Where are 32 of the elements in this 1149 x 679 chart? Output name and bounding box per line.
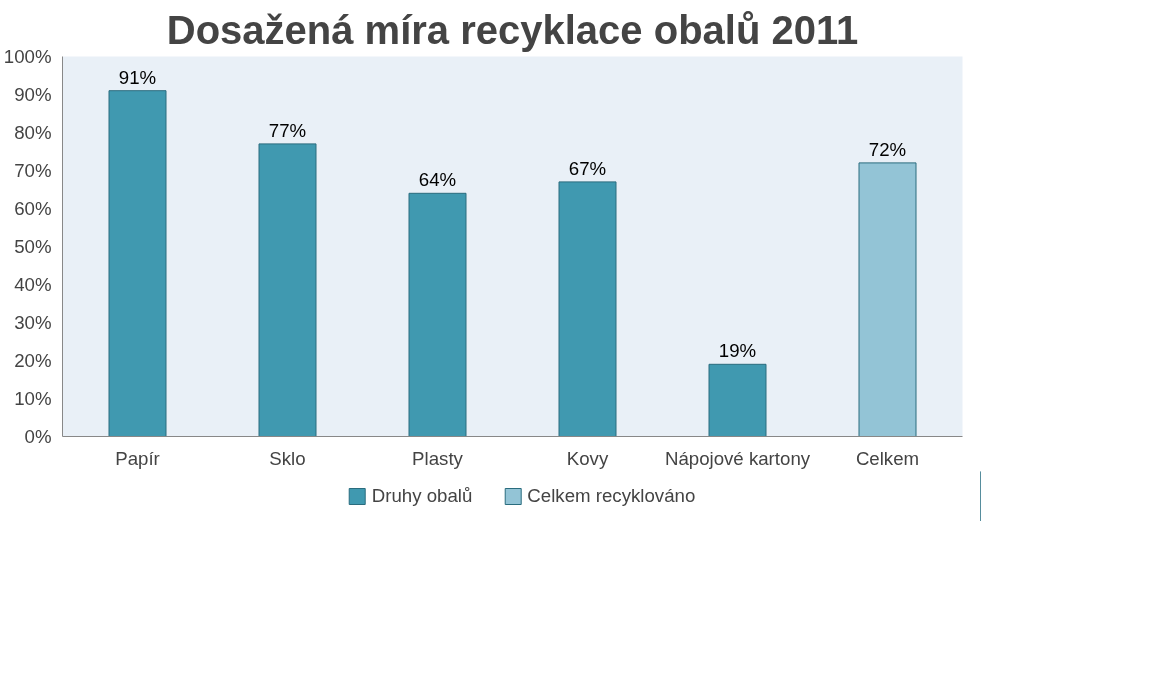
y-tick-label: 80%	[14, 122, 52, 143]
bar	[858, 162, 917, 437]
data-label: 77%	[268, 119, 307, 141]
data-label: 67%	[568, 157, 607, 179]
data-label: 72%	[868, 138, 907, 160]
y-tick-label: 70%	[14, 160, 52, 181]
chart-title: Dosažená míra recyklace obalů 2011	[166, 7, 859, 52]
x-tick-label: Sklo	[269, 447, 306, 469]
x-tick-label: Kovy	[566, 447, 609, 469]
legend-label: Celkem recyklováno	[527, 485, 696, 507]
y-tick-label: 10%	[14, 388, 52, 409]
y-tick-label: 30%	[14, 312, 52, 333]
y-tick-label: 20%	[14, 350, 52, 371]
x-tick-label: Plasty	[412, 447, 464, 469]
y-tick-label: 50%	[14, 236, 52, 257]
bar	[408, 192, 467, 437]
bar	[108, 90, 167, 437]
x-tick-label: Celkem	[855, 447, 920, 469]
y-tick-label: 100%	[3, 46, 52, 67]
x-tick-label: Papír	[115, 447, 160, 469]
data-label: 64%	[418, 169, 457, 191]
bar	[558, 181, 617, 437]
y-tick-label: 40%	[14, 274, 52, 295]
bar	[258, 143, 317, 437]
x-tick-label: Nápojové kartony	[664, 447, 811, 469]
y-tick-label: 60%	[14, 198, 52, 219]
y-tick-label: 0%	[24, 426, 52, 447]
data-label: 91%	[118, 66, 157, 88]
bar	[708, 363, 767, 437]
y-tick-label: 90%	[14, 84, 52, 105]
data-label: 19%	[718, 340, 757, 362]
legend-label: Druhy obalů	[371, 485, 473, 507]
